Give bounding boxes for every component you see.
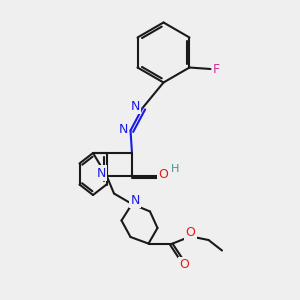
Text: O: O [159, 168, 168, 181]
Text: N: N [118, 122, 128, 136]
Text: N: N [96, 167, 106, 180]
Text: N: N [130, 194, 140, 207]
Text: N: N [130, 100, 140, 113]
Text: O: O [186, 226, 195, 239]
Text: F: F [213, 62, 220, 76]
Text: O: O [180, 258, 189, 272]
Text: H: H [171, 164, 179, 175]
